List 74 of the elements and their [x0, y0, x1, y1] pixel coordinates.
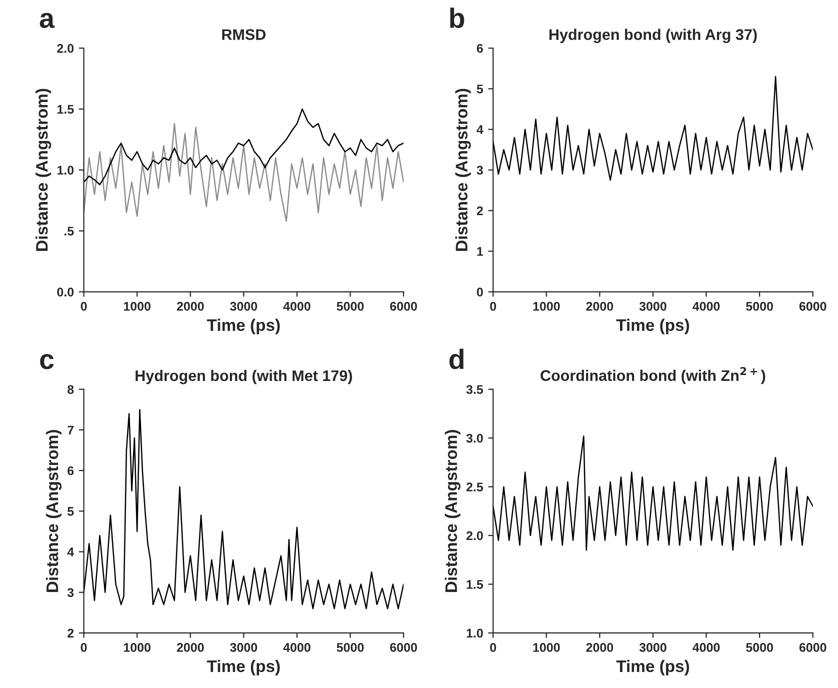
y-axis-title: Distance (Angstrom): [46, 430, 62, 592]
chart-title: RMSD: [222, 29, 266, 40]
text: a: [40, 12, 55, 28]
x-tick-label: 1000: [124, 302, 150, 311]
x-tick-label: 2000: [176, 302, 204, 311]
y-tick-label: 2: [476, 206, 483, 216]
chart-title: Hydrogen bond (with Met 179): [136, 370, 352, 384]
x-tick-label: 1000: [533, 302, 560, 311]
y-tick-label: 4: [476, 125, 484, 134]
y-tick-label: 0.0: [57, 288, 74, 296]
x-tick-label: 4000: [692, 643, 720, 652]
y-tick-label: 0: [476, 288, 483, 296]
y-tick-label: 2.5: [466, 482, 484, 492]
y-tick-label: 1.5: [57, 105, 74, 114]
x-tick-label: 3000: [230, 302, 258, 311]
x-tick-label: 3000: [639, 302, 666, 311]
x-tick-label: 0: [80, 643, 87, 652]
x-tick-label: 0: [490, 643, 496, 652]
y-tick-label: 8: [68, 385, 74, 394]
y-axis-title: Distance (Angstrom): [36, 88, 52, 251]
x-tick-label: 6000: [799, 302, 826, 311]
x-tick-label: 6000: [390, 302, 417, 311]
y-tick-label: 1.0: [57, 166, 74, 175]
y-tick-label: 2.0: [466, 531, 483, 540]
x-tick-label: 5000: [746, 302, 773, 311]
line-series: [84, 408, 404, 610]
chart-title: Hydrogen bond (with Arg 37): [549, 28, 757, 44]
x-axis-title: Time (ps): [616, 318, 690, 334]
text: b: [450, 8, 464, 28]
x-tick-label: 1000: [533, 643, 560, 652]
y-tick-label: 1.0: [466, 628, 483, 638]
y-tick-label: 1.5: [466, 580, 484, 589]
text: d: [449, 348, 464, 370]
x-tick-label: 6000: [799, 643, 826, 652]
y-tick-label: 6: [476, 44, 483, 53]
line-series: [493, 435, 813, 551]
x-tick-label: 5000: [336, 643, 364, 652]
x-tick-label: 4000: [283, 302, 310, 311]
x-tick-label: 5000: [336, 302, 364, 311]
y-tick-label: 6: [68, 466, 74, 476]
x-tick-label: 6000: [390, 643, 417, 652]
y-tick-label: 3: [67, 588, 74, 598]
y-tick-label: 2: [68, 628, 74, 638]
x-axis-title: Time (ps): [616, 660, 690, 676]
line-series: [493, 76, 813, 181]
y-tick-label: 4: [67, 548, 74, 556]
y-tick-label: 1: [477, 247, 484, 256]
x-tick-label: 0: [490, 302, 496, 311]
x-tick-label: 5000: [746, 643, 773, 652]
x-tick-label: 2000: [586, 643, 614, 652]
y-tick-label: 3.0: [466, 434, 483, 443]
y-tick-label: 5: [476, 84, 484, 94]
y-tick-label: 3: [476, 166, 483, 175]
x-tick-label: 2000: [176, 643, 204, 652]
x-tick-label: 3000: [639, 643, 666, 652]
x-axis-title: Time (ps): [206, 318, 280, 334]
chart-title: Coordination bond (with Zn$^{2+}$): [540, 367, 766, 384]
text: c: [40, 354, 54, 370]
y-axis-title: Distance (Angstrom): [444, 430, 460, 592]
x-axis-title: Time (ps): [206, 660, 280, 676]
x-tick-label: 4000: [692, 302, 720, 311]
x-tick-label: 3000: [230, 643, 258, 652]
x-tick-label: 1000: [124, 643, 150, 652]
x-tick-label: 4000: [283, 643, 310, 652]
y-tick-label: 2.0: [57, 44, 74, 53]
y-tick-label: 7: [68, 426, 74, 434]
x-tick-label: 0: [80, 302, 87, 311]
y-tick-label: .5: [64, 226, 74, 236]
line-series: [84, 108, 404, 186]
x-tick-label: 2000: [586, 302, 614, 311]
y-tick-label: 5: [68, 507, 74, 516]
y-tick-label: 3.5: [466, 385, 484, 394]
y-axis-title: Distance (Angstrom): [455, 88, 471, 251]
line-series: [84, 123, 404, 222]
